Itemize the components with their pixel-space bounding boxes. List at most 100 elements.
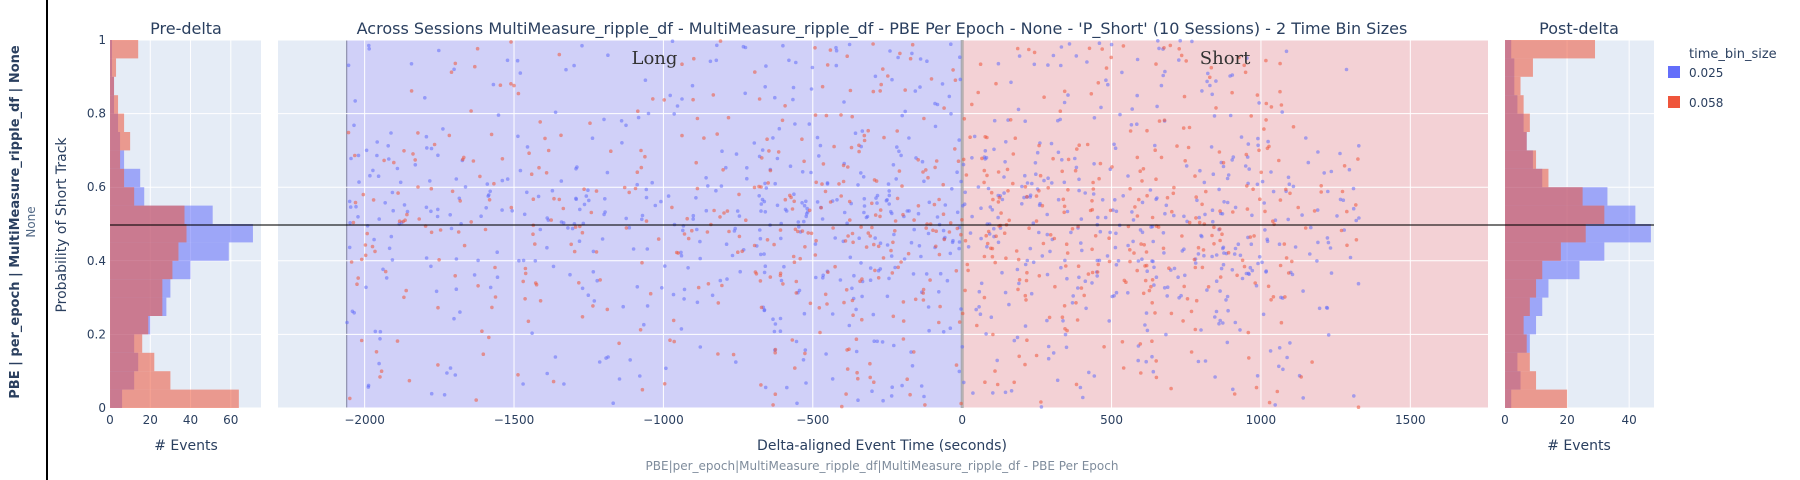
scatter-point [740, 249, 744, 254]
legend-item[interactable]: 0.058 [1668, 96, 1723, 110]
scatter-point [391, 208, 396, 213]
scatter-point [445, 371, 449, 375]
scatter-point [950, 187, 954, 191]
scatter-point [1325, 306, 1330, 310]
right-hist-title: Post-delta [1539, 19, 1619, 38]
scatter-point [1081, 395, 1085, 400]
hist-bar [110, 76, 115, 96]
scatter-point [991, 391, 995, 395]
scatter-point [848, 255, 853, 260]
y-axis-title: Probability of Short Track [54, 137, 70, 313]
scatter-point [850, 114, 854, 119]
scatter-point [900, 184, 904, 188]
scatter-point [1005, 167, 1010, 172]
legend-swatch [1668, 96, 1680, 108]
scatter-point [1071, 294, 1075, 298]
scatter-point [1233, 246, 1238, 251]
scatter-point [1034, 172, 1038, 176]
scatter-point [1187, 220, 1192, 225]
scatter-point [846, 165, 850, 169]
scatter-point [901, 337, 906, 341]
scatter-point [920, 159, 925, 164]
y-tick-label: 0.4 [87, 254, 106, 268]
scatter-point [859, 171, 863, 175]
scatter-point [1339, 228, 1344, 233]
scatter-point [817, 154, 821, 158]
scatter-point [986, 229, 991, 234]
scatter-point [1243, 164, 1248, 168]
scatter-point [850, 286, 854, 291]
scatter-point [493, 295, 498, 299]
scatter-point [533, 242, 537, 246]
scatter-point [1112, 142, 1116, 147]
x-tick-label: −2000 [344, 413, 385, 427]
scatter-point [691, 97, 695, 102]
scatter-point [1098, 161, 1103, 166]
scatter-point [454, 177, 459, 181]
scatter-point [1163, 69, 1167, 74]
scatter-point [1090, 247, 1094, 252]
scatter-point [595, 278, 599, 283]
scatter-point [1232, 392, 1237, 396]
scatter-point [429, 391, 434, 396]
scatter-point [991, 197, 995, 202]
scatter-point [718, 39, 723, 43]
hist-bar [110, 95, 119, 114]
scatter-point [996, 61, 1001, 66]
hist-bar [1505, 132, 1527, 151]
scatter-point [1121, 44, 1126, 48]
scatter-point [1147, 288, 1152, 293]
scatter-point [1070, 301, 1075, 305]
scatter-point [955, 226, 960, 231]
scatter-point [656, 237, 661, 241]
scatter-point [1163, 211, 1167, 216]
scatter-point [994, 81, 998, 86]
scatter-point [1218, 227, 1222, 231]
scatter-point [1046, 344, 1051, 349]
scatter-point [452, 316, 456, 321]
scatter-point [824, 352, 828, 356]
scatter-point [1267, 400, 1272, 405]
scatter-point [893, 219, 898, 223]
hist-bar [1505, 279, 1537, 298]
scatter-point [1193, 327, 1198, 332]
scatter-point [878, 214, 882, 219]
scatter-point [435, 214, 440, 219]
scatter-point [1003, 390, 1008, 395]
scatter-point [1328, 246, 1333, 250]
scatter-point [1299, 375, 1303, 379]
scatter-point [1046, 356, 1051, 361]
scatter-point [961, 162, 966, 167]
scatter-point [374, 350, 379, 354]
scatter-point [1269, 170, 1273, 174]
scatter-point [417, 217, 422, 221]
scatter-point [840, 404, 844, 409]
scatter-point [890, 385, 894, 390]
scatter-point [1135, 268, 1139, 273]
scatter-point [1135, 155, 1140, 160]
scatter-point [1003, 290, 1008, 295]
scatter-point [872, 380, 876, 385]
scatter-point [1172, 185, 1176, 190]
scatter-point [510, 209, 514, 213]
scatter-point [1006, 189, 1010, 193]
scatter-point [841, 179, 846, 184]
scatter-point [530, 331, 534, 336]
scatter-point [813, 242, 818, 246]
legend-title: time_bin_size [1689, 47, 1777, 62]
scatter-point [566, 226, 570, 230]
scatter-point [434, 289, 439, 294]
scatter-point [1007, 218, 1011, 223]
scatter-point [773, 181, 777, 186]
scatter-point [1239, 135, 1244, 139]
scatter-point [757, 194, 761, 198]
legend-item[interactable]: 0.025 [1668, 66, 1723, 80]
scatter-point [355, 282, 359, 287]
scatter-point [1177, 58, 1181, 62]
scatter-point [353, 99, 358, 103]
scatter-point [1283, 295, 1287, 299]
scatter-point [795, 401, 799, 406]
scatter-point [926, 175, 930, 180]
scatter-point [536, 194, 541, 199]
scatter-point [828, 200, 833, 204]
